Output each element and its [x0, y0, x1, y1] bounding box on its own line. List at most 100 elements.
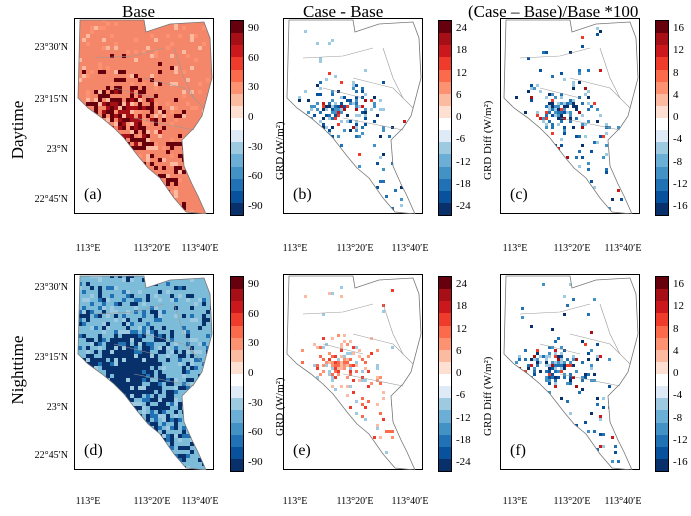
colorbar-tick: -6 [456, 389, 466, 402]
colorbar-tick: 0 [673, 367, 679, 379]
lon-label: 113°E [282, 496, 308, 507]
colorbar-swatch [656, 374, 668, 387]
lon-label: 113°40′E [604, 243, 642, 254]
colorbar-tick: 90 [248, 278, 259, 290]
colorbar-pct-day [655, 20, 669, 216]
map-canvas [500, 274, 640, 470]
colorbar-swatch [656, 398, 668, 411]
colorbar-swatch [656, 142, 668, 155]
colorbar-tick: 0 [248, 111, 254, 123]
row-title-nighttime: Nighttime [8, 335, 27, 405]
colorbar-tick: -8 [673, 411, 683, 424]
region-outline [77, 19, 213, 214]
panel-label: (e) [293, 442, 311, 459]
colorbar-swatch [656, 337, 668, 350]
colorbar-swatch [439, 190, 451, 203]
colorbar-tick: -4 [673, 133, 683, 146]
colorbar-tick: 30 [248, 81, 259, 94]
colorbar-swatch [439, 21, 451, 34]
colorbar-swatch [231, 337, 243, 350]
colorbar-swatch [656, 434, 668, 447]
colorbar-swatch [439, 81, 451, 94]
colorbar-tick: -12 [456, 411, 471, 424]
colorbar-tick: -24 [456, 200, 471, 212]
colorbar-swatch [231, 374, 243, 387]
colorbar-swatch [439, 45, 451, 58]
lat-label-23: 23°N [46, 402, 68, 413]
colorbar-label: GRD (W/m²) [274, 377, 286, 436]
colorbar-swatch [656, 313, 668, 326]
colorbar-tick: 24 [456, 278, 467, 290]
colorbar-tick: -30 [248, 396, 263, 409]
colorbar-swatch [439, 386, 451, 399]
colorbar-tick: -60 [248, 170, 263, 183]
colorbar-tick: 0 [456, 367, 462, 379]
colorbar-swatch [231, 386, 243, 399]
col-title-base: Base [122, 2, 156, 21]
colorbar-tick: 30 [248, 337, 259, 350]
colorbar-swatch [439, 458, 451, 471]
lon-label: 113°40′E [604, 496, 642, 507]
colorbar-tick: 12 [456, 322, 467, 335]
colorbar-tick: -90 [248, 200, 263, 212]
map-canvas [74, 18, 214, 214]
colorbar-swatch [656, 57, 668, 70]
colorbar-swatch [231, 325, 243, 338]
colorbar-swatch [656, 202, 668, 215]
colorbar-swatch [231, 410, 243, 423]
lon-label: 113°E [75, 243, 101, 254]
panel-label: (f) [510, 442, 526, 459]
lon-label: 113°E [75, 496, 101, 507]
colorbar-swatch [439, 349, 451, 362]
colorbar-swatch [656, 21, 668, 34]
lon-label: 113°E [502, 496, 528, 507]
panel-d-base-nighttime: (d) [74, 274, 214, 470]
colorbar-swatch [439, 166, 451, 179]
region-outline [286, 275, 422, 470]
colorbar-label: GRD (W/m²) [274, 121, 286, 180]
colorbar-swatch [439, 398, 451, 411]
panel-a-base-daytime: (a) [74, 18, 214, 214]
colorbar-swatch [231, 33, 243, 46]
col-title-percent-diff: (Case – Base)/Base *100 [468, 2, 639, 21]
lon-label: 113°20′E [553, 243, 591, 254]
lat-label-2330: 23°30′N [34, 282, 68, 293]
colorbar-diff-day [438, 20, 452, 216]
colorbar-swatch [656, 410, 668, 423]
colorbar-swatch [231, 202, 243, 215]
colorbar-swatch [231, 81, 243, 94]
colorbar-swatch [439, 142, 451, 155]
colorbar-swatch [656, 105, 668, 118]
colorbar-tick: -6 [456, 133, 466, 146]
colorbar-tick: -12 [456, 155, 471, 168]
panel-label: (b) [293, 186, 312, 203]
colorbar-swatch [231, 434, 243, 447]
colorbar-swatch [439, 313, 451, 326]
colorbar-swatch [231, 361, 243, 374]
colorbar-swatch [439, 202, 451, 215]
colorbar-swatch [656, 190, 668, 203]
colorbar-tick: 90 [248, 22, 259, 34]
panel-label: (d) [84, 442, 103, 459]
colorbar-swatch [656, 446, 668, 459]
colorbar-tick: 8 [673, 322, 679, 335]
colorbar-base-night [230, 276, 244, 472]
panel-e-diff-nighttime: (e) [283, 274, 423, 470]
lon-label: 113°E [502, 243, 528, 254]
colorbar-swatch [231, 57, 243, 70]
colorbar-swatch [656, 361, 668, 374]
colorbar-swatch [656, 289, 668, 302]
colorbar-swatch [231, 422, 243, 435]
map-canvas [500, 18, 640, 214]
colorbar-swatch [231, 130, 243, 143]
colorbar-tick: -30 [248, 140, 263, 153]
colorbar-tick: 6 [456, 88, 462, 101]
colorbar-swatch [231, 105, 243, 118]
region-outline [77, 275, 213, 470]
panel-label: (a) [84, 186, 102, 203]
colorbar-swatch [656, 349, 668, 362]
colorbar-swatch [231, 21, 243, 34]
colorbar-tick: 8 [673, 66, 679, 79]
colorbar-tick: 12 [673, 300, 684, 313]
panel-label: (c) [510, 186, 528, 203]
